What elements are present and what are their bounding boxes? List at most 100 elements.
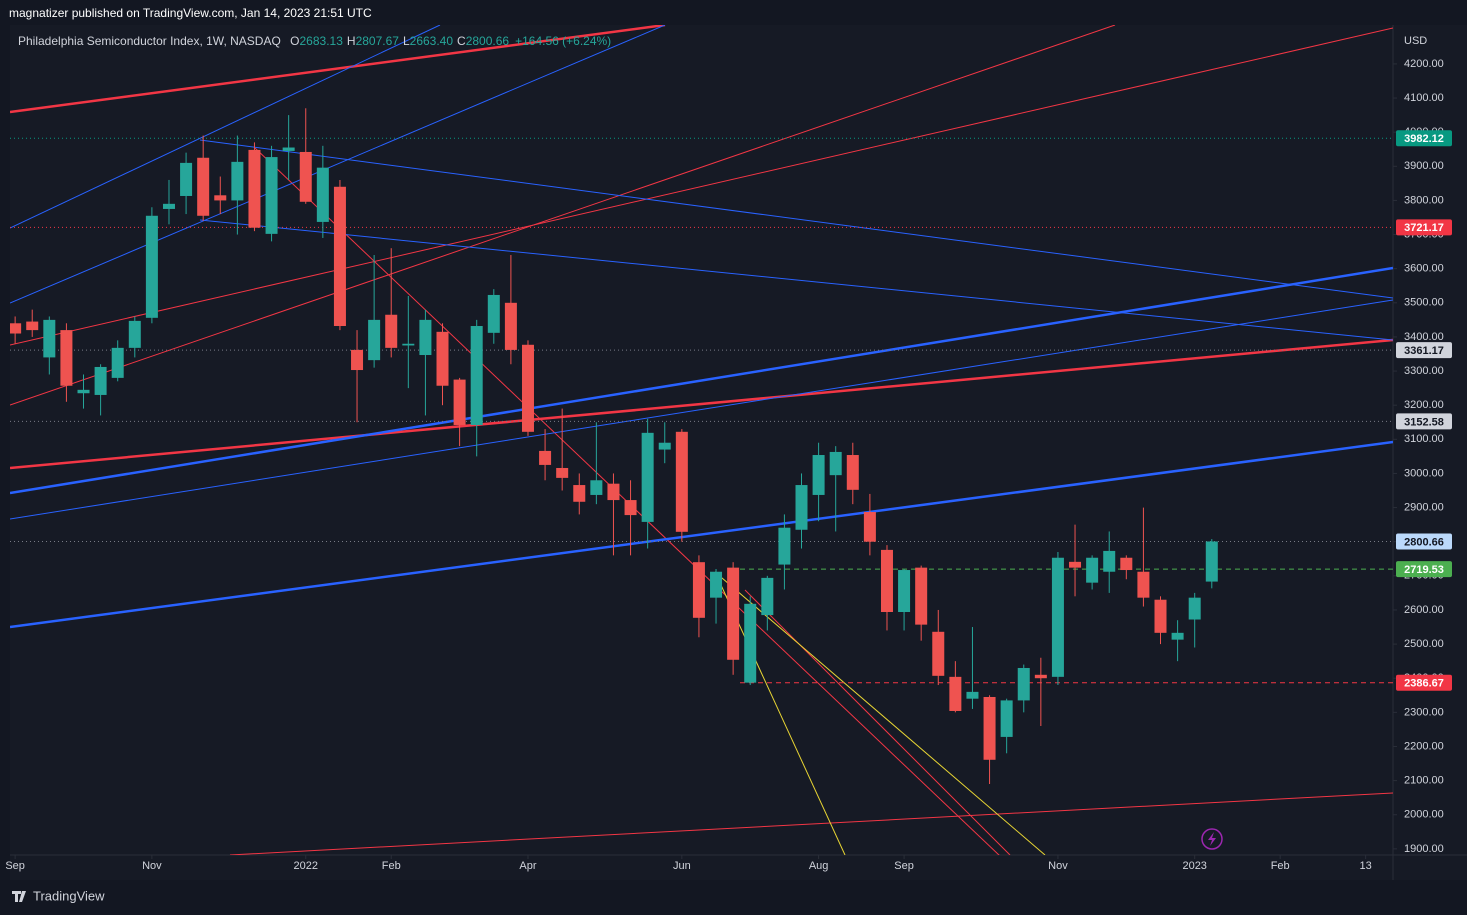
y-tick-label: 4100.00 bbox=[1404, 92, 1444, 104]
event-icon[interactable] bbox=[1201, 828, 1223, 850]
currency: USD bbox=[1404, 35, 1427, 47]
drawings bbox=[10, 25, 1393, 855]
price-label: 3361.17 bbox=[1404, 345, 1444, 357]
candle-body bbox=[932, 631, 945, 676]
candle-body bbox=[983, 696, 996, 760]
y-tick-label: 2000.00 bbox=[1404, 809, 1444, 821]
x-tick-label: Nov bbox=[1048, 860, 1068, 872]
price-label-bg bbox=[1396, 561, 1452, 578]
candle-body bbox=[641, 432, 654, 522]
y-tick-label: 2900.00 bbox=[1404, 501, 1444, 513]
candle-body bbox=[60, 330, 73, 386]
candle-body bbox=[333, 186, 346, 327]
price-label: 3721.17 bbox=[1404, 222, 1444, 234]
candle-body bbox=[299, 151, 312, 202]
legend-change: +164.56 (+6.24%) bbox=[515, 34, 611, 48]
candle-body bbox=[795, 485, 808, 530]
candle-body bbox=[812, 455, 825, 495]
trend-line bbox=[199, 139, 1393, 299]
axes: 1900.002000.002100.002200.002300.002400.… bbox=[5, 58, 1452, 872]
price-label: 2800.66 bbox=[1404, 536, 1444, 548]
trend-line bbox=[744, 589, 1011, 855]
trend-line bbox=[10, 25, 666, 304]
footer: TradingView bbox=[33, 888, 105, 903]
x-tick-label: 2022 bbox=[294, 860, 318, 872]
candle-body bbox=[880, 549, 893, 613]
price-label-bg bbox=[1396, 342, 1452, 359]
publisher: magnatizer published on TradingView.com,… bbox=[9, 6, 372, 20]
x-tick-label: Sep bbox=[5, 860, 25, 872]
y-tick-label: 2200.00 bbox=[1404, 740, 1444, 752]
candle-body bbox=[316, 167, 329, 222]
price-label-bg bbox=[1396, 674, 1452, 691]
candle-body bbox=[1103, 550, 1116, 572]
candle-body bbox=[966, 691, 979, 699]
candle-body bbox=[727, 567, 740, 660]
candles bbox=[10, 108, 1218, 785]
candle-body bbox=[675, 431, 688, 532]
legend-value: 2807.67 bbox=[356, 34, 400, 48]
x-tick-label: 2023 bbox=[1182, 860, 1206, 872]
trend-line bbox=[199, 219, 1393, 341]
candle-body bbox=[1000, 700, 1013, 737]
x-tick-label: Jun bbox=[673, 860, 691, 872]
price-label: 2719.53 bbox=[1404, 564, 1444, 576]
candle-body bbox=[282, 147, 295, 151]
trend-line bbox=[10, 25, 441, 229]
y-tick-label: 3800.00 bbox=[1404, 194, 1444, 206]
x-tick-label: Aug bbox=[809, 860, 829, 872]
candle-body bbox=[351, 349, 364, 371]
x-tick-label: Apr bbox=[519, 860, 536, 872]
x-tick-label: Feb bbox=[1271, 860, 1290, 872]
y-tick-label: 2600.00 bbox=[1404, 604, 1444, 616]
x-tick-label: Feb bbox=[382, 860, 401, 872]
candle-body bbox=[10, 323, 22, 334]
event-icon-bolt bbox=[1208, 832, 1216, 846]
trend-line bbox=[10, 27, 1393, 346]
trend-line bbox=[10, 440, 1393, 629]
candle-body bbox=[624, 500, 637, 516]
y-tick-label: 4200.00 bbox=[1404, 58, 1444, 70]
candle-body bbox=[402, 343, 415, 346]
candle-body bbox=[539, 450, 552, 465]
candle-body bbox=[607, 483, 620, 501]
candle-body bbox=[504, 302, 517, 350]
trend-line bbox=[10, 25, 1116, 406]
candle-body bbox=[180, 162, 193, 196]
candle-body bbox=[1069, 561, 1082, 568]
candle-body bbox=[453, 379, 466, 425]
candle-body bbox=[385, 314, 398, 348]
price-label: 2386.67 bbox=[1404, 678, 1444, 690]
candle-body bbox=[1034, 674, 1047, 679]
trend-line bbox=[10, 266, 1393, 495]
candle-body bbox=[1051, 557, 1064, 677]
legend-value: 2683.13 bbox=[300, 34, 344, 48]
y-tick-label: 3100.00 bbox=[1404, 433, 1444, 445]
trend-line bbox=[10, 299, 1393, 520]
candle-body bbox=[77, 389, 90, 394]
x-tick-label: 13 bbox=[1360, 860, 1372, 872]
y-tick-label: 3400.00 bbox=[1404, 331, 1444, 343]
logo bbox=[12, 891, 26, 902]
candle-body bbox=[368, 319, 381, 361]
candle-body bbox=[214, 195, 227, 201]
trend-line bbox=[714, 571, 1046, 855]
candle-body bbox=[778, 527, 791, 565]
trend-line bbox=[10, 338, 1393, 470]
trend-line bbox=[10, 25, 666, 114]
candle-body bbox=[744, 603, 757, 683]
candle-body bbox=[111, 347, 124, 378]
candle-body bbox=[556, 467, 569, 478]
y-tick-label: 2500.00 bbox=[1404, 638, 1444, 650]
y-tick-label: 3600.00 bbox=[1404, 263, 1444, 275]
candle-body bbox=[1137, 571, 1150, 598]
candle-body bbox=[710, 571, 723, 598]
price-label: 3152.58 bbox=[1404, 416, 1444, 428]
candle-body bbox=[265, 157, 278, 234]
y-tick-label: 3300.00 bbox=[1404, 365, 1444, 377]
candle-body bbox=[590, 480, 603, 495]
candle-body bbox=[692, 562, 705, 618]
y-tick-label: 1900.00 bbox=[1404, 843, 1444, 855]
candle-body bbox=[915, 567, 928, 625]
legend-title: Philadelphia Semiconductor Index, 1W, NA… bbox=[18, 34, 281, 48]
